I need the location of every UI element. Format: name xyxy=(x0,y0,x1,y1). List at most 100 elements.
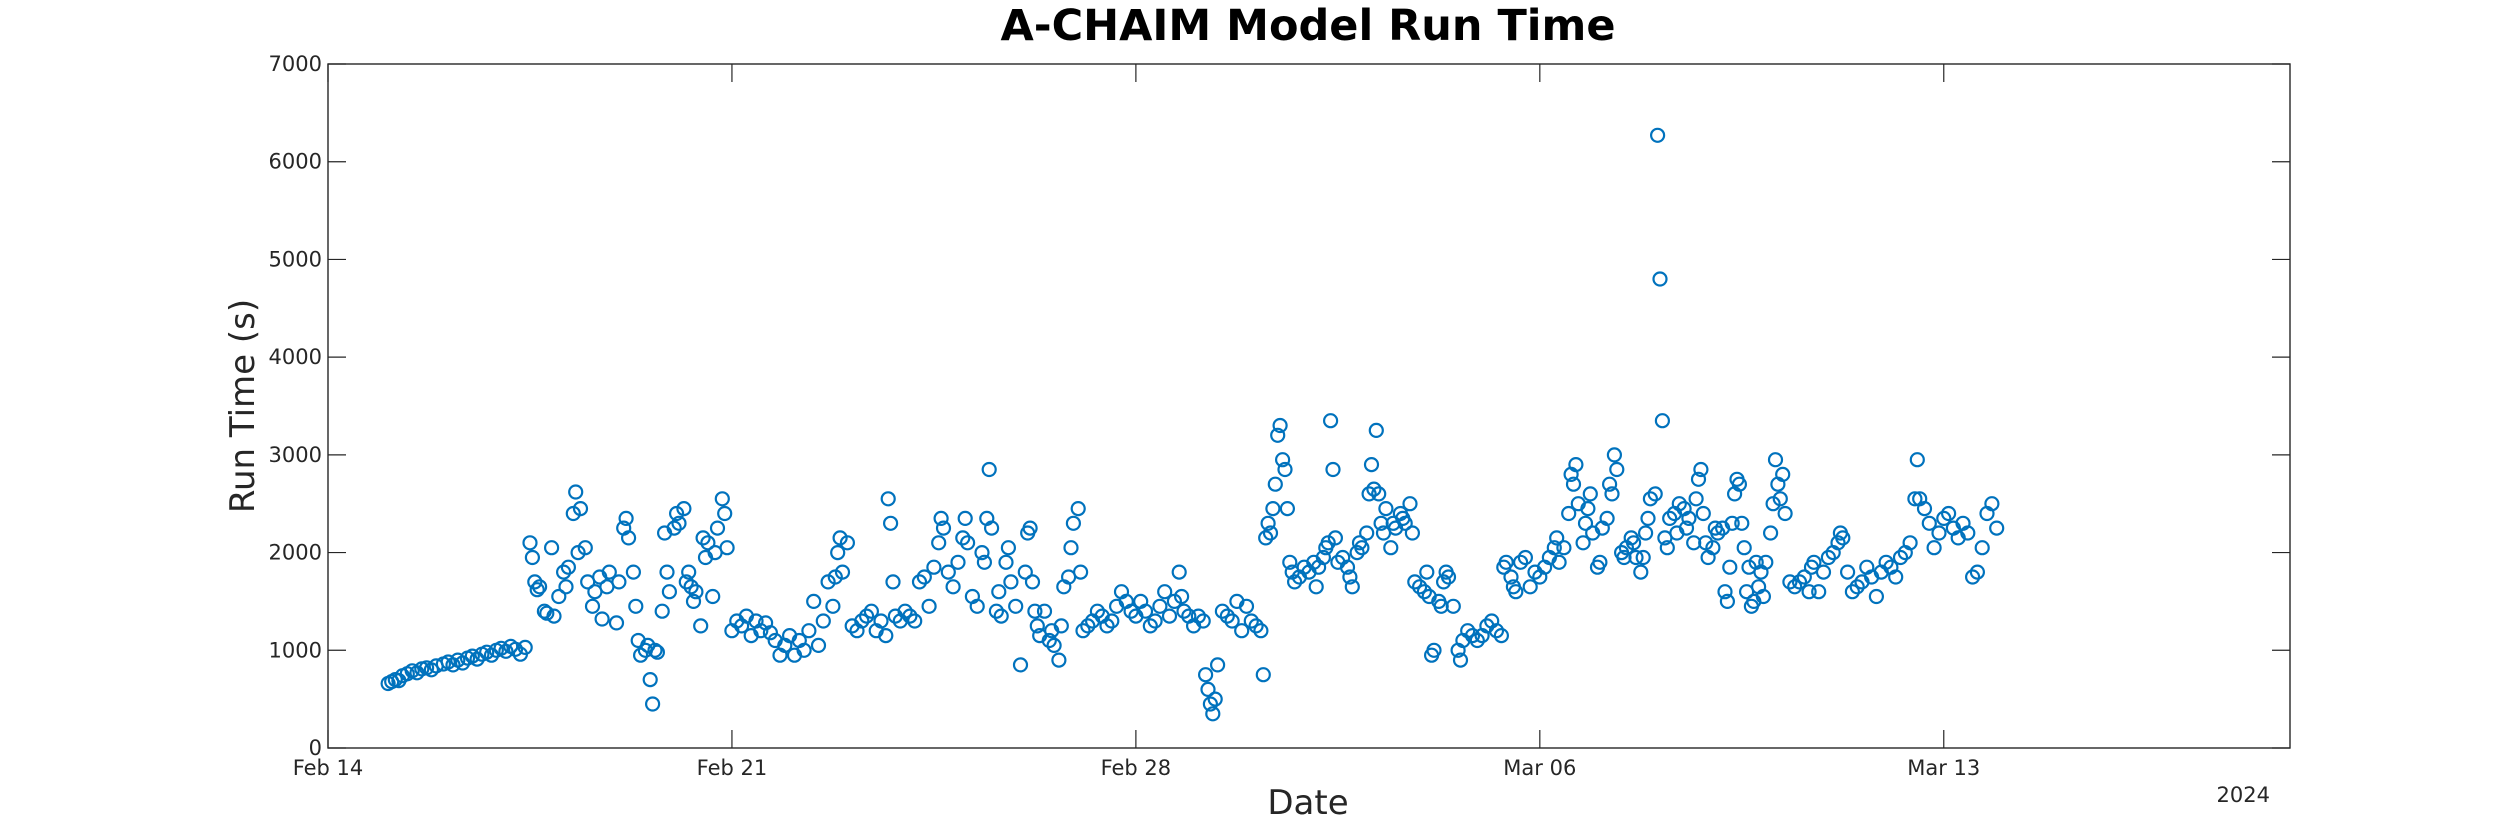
data-point xyxy=(1046,637,1062,654)
data-point xyxy=(1659,540,1675,556)
data-point xyxy=(546,608,562,624)
data-point xyxy=(671,515,687,531)
data-point xyxy=(1503,569,1519,585)
data-point xyxy=(1551,554,1567,570)
data-point xyxy=(714,491,730,507)
data-point xyxy=(524,549,541,566)
data-point xyxy=(683,579,699,595)
data-point xyxy=(1363,457,1380,473)
data-point xyxy=(825,598,841,614)
data-point xyxy=(1649,127,1666,143)
data-point xyxy=(1654,413,1671,429)
data-point xyxy=(1801,584,1817,600)
axes-box xyxy=(327,63,2291,749)
data-point xyxy=(1796,569,1812,585)
data-point xyxy=(1190,608,1207,624)
data-point xyxy=(498,643,514,659)
data-point xyxy=(1308,579,1324,595)
data-point xyxy=(1315,549,1332,566)
data-point xyxy=(1508,584,1524,600)
data-point xyxy=(959,535,976,551)
y-axis: 0 1000 2000 3000 4000 5000 6000 7000 xyxy=(269,52,2290,760)
data-point xyxy=(693,618,709,634)
data-point xyxy=(1909,452,1925,468)
data-point xyxy=(455,655,471,671)
data-point xyxy=(719,540,735,556)
data-point xyxy=(1036,603,1053,619)
data-point xyxy=(907,613,923,629)
data-point xyxy=(969,598,985,614)
data-point xyxy=(1270,427,1286,443)
data-point xyxy=(1349,544,1365,561)
data-point xyxy=(940,564,956,580)
data-point xyxy=(1969,564,1986,580)
data-point xyxy=(539,605,555,621)
data-point xyxy=(1599,510,1615,527)
data-point xyxy=(1888,569,1904,585)
y-tick-label: 4000 xyxy=(269,345,322,369)
data-point xyxy=(1791,574,1808,590)
data-point xyxy=(618,510,634,527)
data-point xyxy=(1024,574,1041,590)
data-point xyxy=(628,598,644,614)
data-point xyxy=(1517,549,1534,566)
data-point xyxy=(1916,501,1933,517)
data-point xyxy=(916,569,932,585)
data-point xyxy=(1892,549,1909,566)
data-point xyxy=(926,559,942,575)
data-point xyxy=(1142,618,1158,634)
data-point xyxy=(1147,613,1163,629)
data-point xyxy=(1787,579,1803,595)
data-point xyxy=(1342,569,1358,585)
y-tick-label: 6000 xyxy=(269,150,322,174)
y-tick-label: 5000 xyxy=(269,247,322,271)
data-point xyxy=(1219,608,1235,624)
x-tick-label: Feb 14 xyxy=(293,756,364,780)
data-point xyxy=(1089,603,1106,619)
data-point xyxy=(608,615,625,631)
data-point xyxy=(1099,618,1115,634)
data-point xyxy=(1435,574,1452,590)
data-point xyxy=(988,603,1005,619)
data-point xyxy=(1267,476,1283,492)
data-point xyxy=(1286,574,1303,590)
data-point xyxy=(1041,632,1057,649)
data-point xyxy=(1844,584,1861,600)
y-tick-label: 0 xyxy=(309,736,322,760)
x-tick-label: Mar 13 xyxy=(1907,756,1980,780)
data-point xyxy=(1053,618,1069,634)
data-point xyxy=(1767,452,1784,468)
data-point xyxy=(1277,461,1293,478)
y-tick-label: 3000 xyxy=(269,443,322,467)
data-point xyxy=(681,564,697,580)
data-point xyxy=(1368,422,1384,438)
data-point xyxy=(1258,530,1274,546)
data-point xyxy=(1407,574,1423,590)
data-point xyxy=(796,642,812,658)
data-point xyxy=(717,505,733,522)
data-point xyxy=(1243,613,1259,629)
data-point xyxy=(1361,486,1377,502)
data-point xyxy=(935,520,952,536)
data-point xyxy=(1835,530,1851,546)
data-point xyxy=(1397,515,1413,531)
data-point xyxy=(1926,540,1942,556)
data-point xyxy=(1488,623,1505,639)
data-point xyxy=(830,544,846,561)
data-point xyxy=(1681,510,1697,527)
data-point xyxy=(1731,476,1748,492)
data-point xyxy=(517,639,533,656)
data-point xyxy=(1940,505,1957,522)
data-point xyxy=(1989,520,2005,536)
data-point xyxy=(1207,691,1223,707)
data-point xyxy=(1984,496,2000,512)
data-point xyxy=(1755,588,1772,605)
data-point xyxy=(1606,447,1623,463)
data-point xyxy=(647,642,663,658)
data-point xyxy=(661,584,678,600)
data-point xyxy=(1224,613,1240,629)
data-point xyxy=(1642,491,1659,507)
data-point xyxy=(507,641,524,657)
